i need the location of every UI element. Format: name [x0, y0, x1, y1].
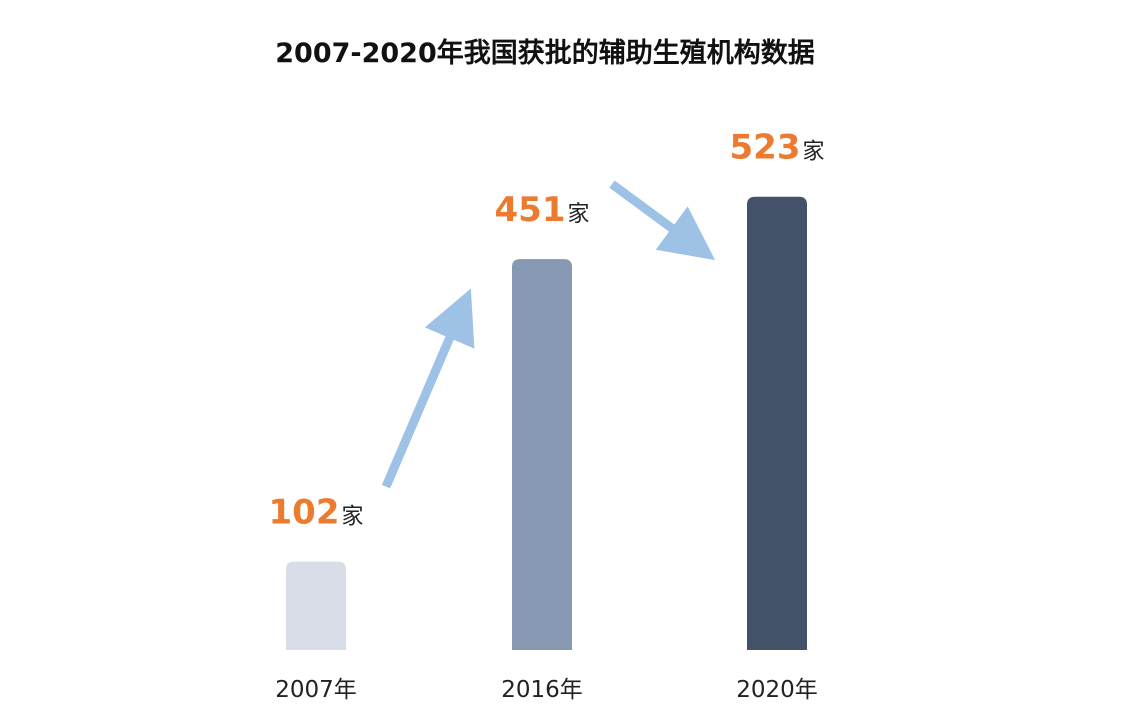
value-unit: 家	[802, 140, 824, 165]
trend-arrow-2	[609, 180, 716, 261]
trend-arrows	[381, 180, 716, 489]
category-labels: 2007年 2016年 2020年	[275, 677, 818, 703]
trend-arrow-1	[381, 288, 475, 489]
category-label-1: 2007年	[275, 677, 357, 703]
bar-2	[512, 259, 572, 650]
value-label-1: 102家	[269, 493, 364, 533]
value-label-3: 523家	[730, 128, 825, 168]
bar-1	[286, 561, 346, 650]
value-number: 102	[269, 493, 340, 533]
bar-3	[747, 196, 807, 650]
value-unit: 家	[341, 505, 363, 530]
category-label-3: 2020年	[736, 677, 818, 703]
category-label-2: 2016年	[501, 677, 583, 703]
value-number: 523	[730, 128, 801, 168]
value-unit: 家	[567, 202, 589, 227]
bars-group	[286, 196, 807, 650]
value-label-2: 451家	[495, 190, 590, 230]
value-number: 451	[495, 190, 566, 230]
chart-title: 2007-2020年我国获批的辅助生殖机构数据	[275, 37, 815, 69]
